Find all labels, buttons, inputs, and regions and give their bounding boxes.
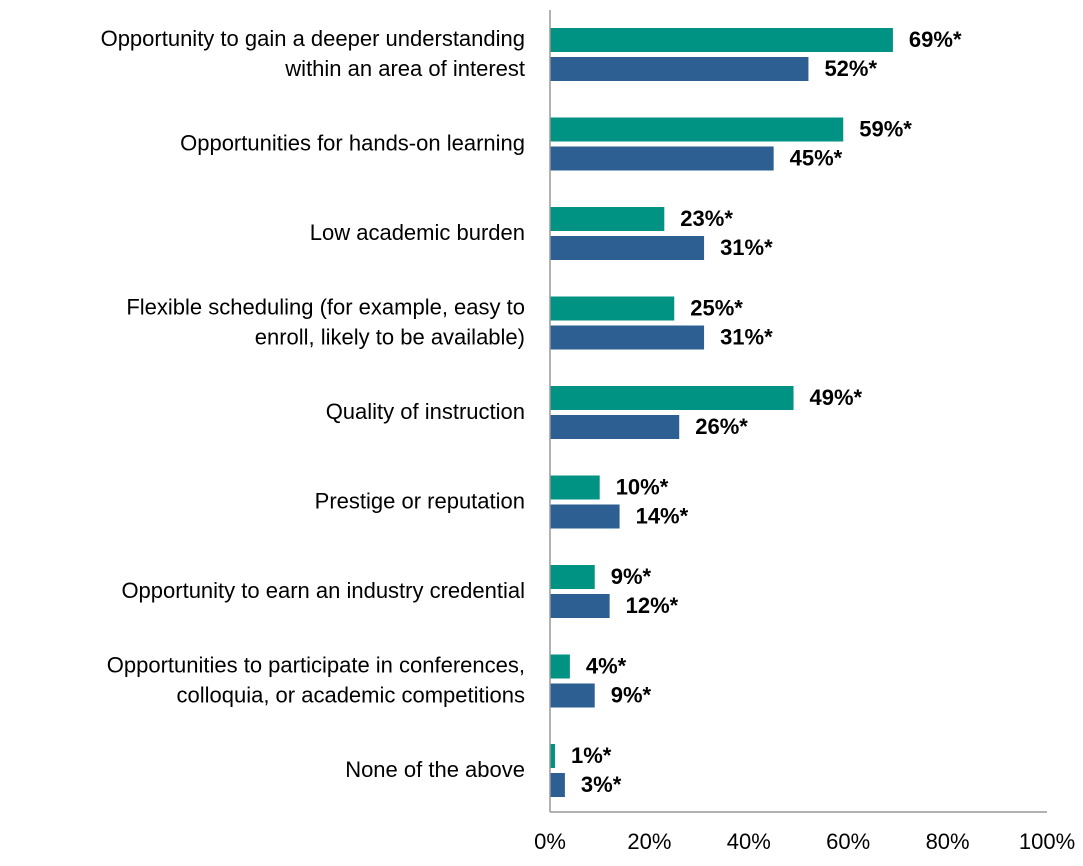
x-tick-label: 80% bbox=[926, 829, 970, 854]
bar bbox=[550, 773, 565, 797]
category-label: Prestige or reputation bbox=[315, 488, 525, 513]
category-label: Quality of instruction bbox=[326, 399, 525, 424]
value-label: 25%* bbox=[690, 295, 743, 320]
bar bbox=[550, 594, 610, 618]
category-label: Flexible scheduling (for example, easy t… bbox=[126, 294, 525, 319]
x-tick-label: 100% bbox=[1019, 829, 1075, 854]
bar bbox=[550, 565, 595, 589]
bar bbox=[550, 683, 595, 708]
value-label: 23%* bbox=[680, 206, 733, 231]
bar bbox=[550, 117, 844, 142]
bar bbox=[550, 415, 680, 439]
bar bbox=[550, 654, 570, 679]
bar bbox=[550, 744, 555, 768]
value-label: 26%* bbox=[695, 414, 748, 439]
value-label: 59%* bbox=[859, 116, 912, 141]
category-label: Low academic burden bbox=[310, 220, 525, 245]
category-label: enroll, likely to be available) bbox=[255, 324, 525, 349]
x-tick-label: 20% bbox=[627, 829, 671, 854]
bar bbox=[550, 57, 809, 81]
x-tick-label: 40% bbox=[727, 829, 771, 854]
value-label: 31%* bbox=[720, 324, 773, 349]
category-label: within an area of interest bbox=[284, 56, 525, 81]
value-label: 49%* bbox=[810, 385, 863, 410]
bar bbox=[550, 504, 620, 529]
x-tick-label: 0% bbox=[534, 829, 566, 854]
value-label: 9%* bbox=[611, 564, 652, 589]
x-tick-label: 60% bbox=[826, 829, 870, 854]
value-label: 1%* bbox=[571, 743, 612, 768]
value-label: 4%* bbox=[586, 653, 627, 678]
value-label: 69%* bbox=[909, 27, 962, 52]
bar bbox=[550, 146, 774, 171]
bar bbox=[550, 236, 705, 260]
value-label: 52%* bbox=[824, 56, 877, 81]
value-label: 14%* bbox=[636, 503, 689, 528]
value-label: 45%* bbox=[790, 145, 843, 170]
bar bbox=[550, 28, 893, 52]
category-label: colloquia, or academic competitions bbox=[176, 682, 525, 707]
category-label: None of the above bbox=[345, 757, 525, 782]
category-label: Opportunity to gain a deeper understandi… bbox=[101, 26, 525, 51]
bar bbox=[550, 475, 600, 500]
bar bbox=[550, 325, 705, 350]
bar bbox=[550, 386, 794, 410]
value-label: 31%* bbox=[720, 235, 773, 260]
bar bbox=[550, 207, 665, 231]
value-label: 10%* bbox=[616, 474, 669, 499]
value-label: 12%* bbox=[626, 593, 679, 618]
value-label: 9%* bbox=[611, 682, 652, 707]
bar bbox=[550, 296, 675, 321]
category-label: Opportunity to earn an industry credenti… bbox=[121, 578, 525, 603]
category-label: Opportunities to participate in conferen… bbox=[107, 652, 525, 677]
value-label: 3%* bbox=[581, 772, 622, 797]
category-label: Opportunities for hands-on learning bbox=[180, 130, 525, 155]
